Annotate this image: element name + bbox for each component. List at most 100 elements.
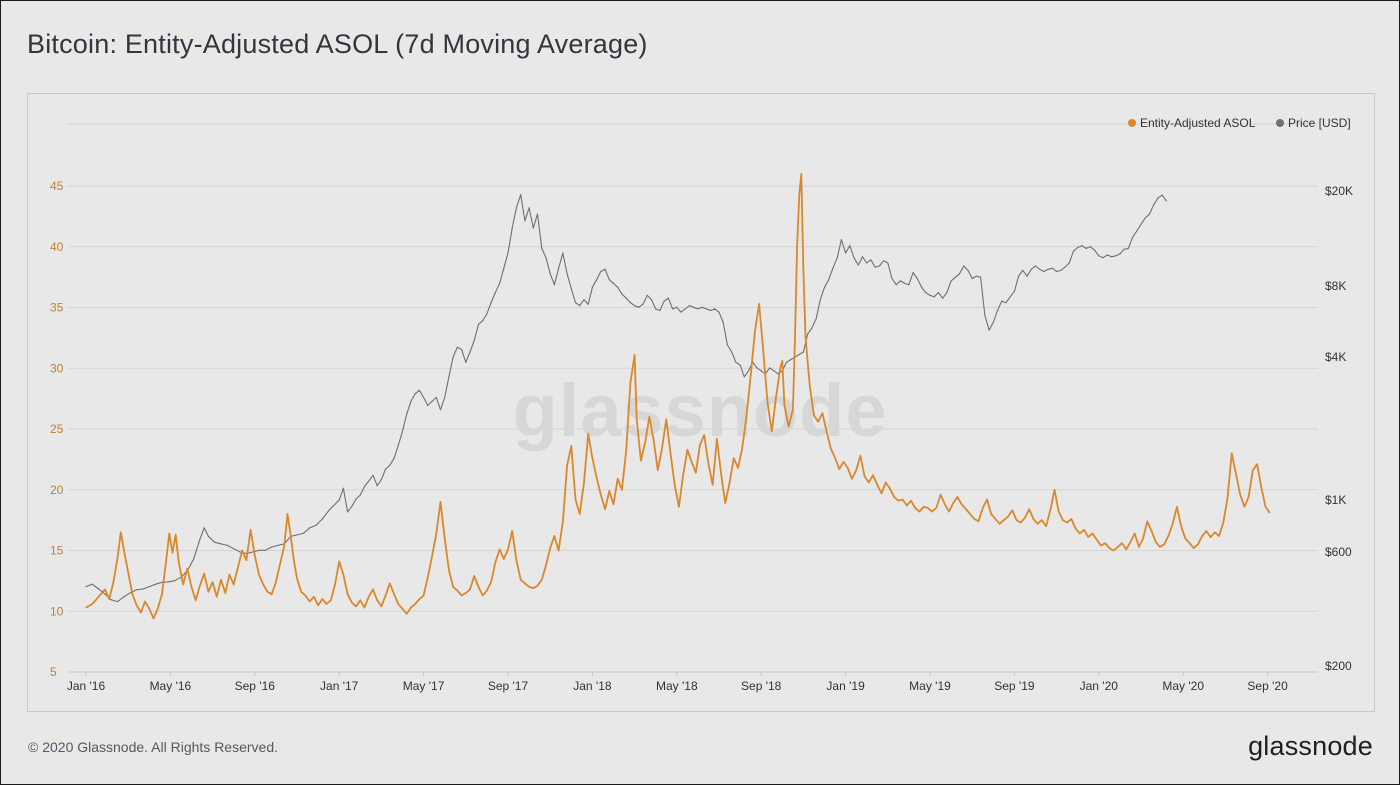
price-line-point — [921, 286, 923, 288]
asol-line-point — [1151, 530, 1153, 532]
y-left-tick-label: 5 — [50, 665, 57, 679]
asol-line-point — [961, 503, 963, 505]
asol-line-point — [241, 549, 243, 552]
glassnode-logo[interactable]: glassnode — [1248, 731, 1373, 761]
price-line-point — [629, 302, 632, 304]
asol-line-point — [528, 586, 530, 588]
price-line-point — [427, 404, 429, 407]
price-line-point — [161, 581, 163, 583]
price-line-point — [566, 273, 568, 275]
asol-line-point — [621, 489, 623, 491]
price-line-point — [203, 527, 205, 529]
price-line-point — [891, 277, 893, 280]
asol-line-point — [766, 401, 769, 403]
asol-line-point — [851, 478, 853, 480]
price-line-point — [570, 288, 572, 290]
asol-line-point — [977, 520, 980, 522]
asol-line-point — [994, 518, 997, 520]
asol-line-point — [490, 581, 492, 583]
price-line-point — [710, 309, 712, 312]
asol-line-point — [1024, 517, 1026, 519]
price-line-point — [456, 346, 458, 348]
price-line-point — [785, 361, 788, 363]
asol-line-point — [1205, 530, 1207, 532]
price-line-point — [988, 329, 990, 331]
asol-line-point — [1210, 536, 1212, 538]
price-line-point — [899, 280, 902, 282]
price-line-point — [520, 194, 522, 196]
asol-line-point — [283, 545, 285, 547]
asol-line-point — [1264, 506, 1267, 508]
asol-line-point — [254, 554, 256, 556]
right-axis: $200 $600 $1K $4K $8K $20K — [1325, 184, 1353, 673]
asol-line-point — [469, 588, 471, 590]
price-line-point — [553, 284, 556, 286]
price-line-point — [393, 457, 395, 459]
asol-line-point — [1049, 509, 1051, 511]
asol-line-point — [986, 498, 988, 501]
price-line-point — [414, 393, 416, 395]
price-line-point — [167, 581, 169, 583]
asol-line-point — [427, 576, 429, 578]
asol-line-point — [431, 556, 433, 558]
asol-line-point — [148, 608, 150, 610]
price-line-point — [1072, 250, 1075, 252]
asol-line-point — [435, 532, 437, 535]
asol-line-point — [1134, 532, 1136, 535]
asol-line-point — [108, 598, 110, 600]
price-line-point — [1077, 246, 1079, 249]
price-line-point — [735, 361, 737, 363]
price-line-point — [174, 580, 176, 582]
price-line-point — [701, 306, 703, 308]
price-line-point — [1127, 247, 1129, 249]
asol-line-point — [1062, 519, 1064, 521]
asol-line-point — [821, 412, 824, 414]
price-line-point — [541, 247, 543, 249]
legend-price-label[interactable]: Price [USD] — [1288, 116, 1351, 130]
price-line-point — [672, 308, 674, 310]
asol-line-point — [940, 494, 942, 496]
asol-line-point — [258, 574, 260, 576]
price-line-point — [1140, 223, 1142, 225]
page-title: Bitcoin: Entity-Adjusted ASOL (7d Moving… — [27, 29, 648, 59]
asol-line-group — [85, 172, 1271, 620]
price-line-point — [722, 321, 724, 324]
price-line-point — [1064, 266, 1066, 268]
asol-line-point — [321, 598, 323, 600]
price-line-point — [663, 300, 665, 302]
x-tick-label: Sep '17 — [488, 679, 529, 693]
asol-line-point — [224, 592, 226, 594]
asol-line-point — [347, 593, 349, 595]
asol-line-point — [524, 582, 526, 584]
asol-line-point — [716, 438, 718, 440]
asol-line-point — [965, 508, 967, 510]
asol-line-point — [1252, 469, 1254, 471]
asol-line-point — [1096, 539, 1098, 541]
asol-line-point — [897, 500, 900, 502]
asol-line-point — [112, 581, 114, 583]
asol-line-point — [368, 596, 370, 598]
asol-line-point — [661, 447, 663, 449]
price-line-point — [233, 548, 235, 550]
y-right-tick-label: $8K — [1325, 279, 1346, 293]
asol-line-point — [380, 605, 382, 607]
asol-line-point — [1007, 515, 1009, 518]
legend-asol-label[interactable]: Entity-Adjusted ASOL — [1140, 116, 1256, 130]
asol-line-point — [536, 585, 539, 587]
asol-line-point — [781, 360, 783, 362]
asol-line-point — [127, 571, 129, 573]
price-line-point — [439, 409, 442, 411]
price-line-point — [444, 396, 446, 399]
price-line-point — [385, 468, 387, 470]
asol-line-point — [1176, 506, 1178, 508]
price-line-point — [731, 351, 733, 353]
price-line-point — [1136, 230, 1138, 232]
asol-line-point — [579, 513, 581, 515]
y-left-tick-label: 40 — [50, 240, 64, 254]
asol-line-point — [300, 591, 302, 593]
asol-line-point — [131, 593, 133, 595]
price-line-point — [1089, 246, 1091, 248]
price-line-point — [693, 306, 695, 308]
price-line-point — [401, 430, 404, 432]
